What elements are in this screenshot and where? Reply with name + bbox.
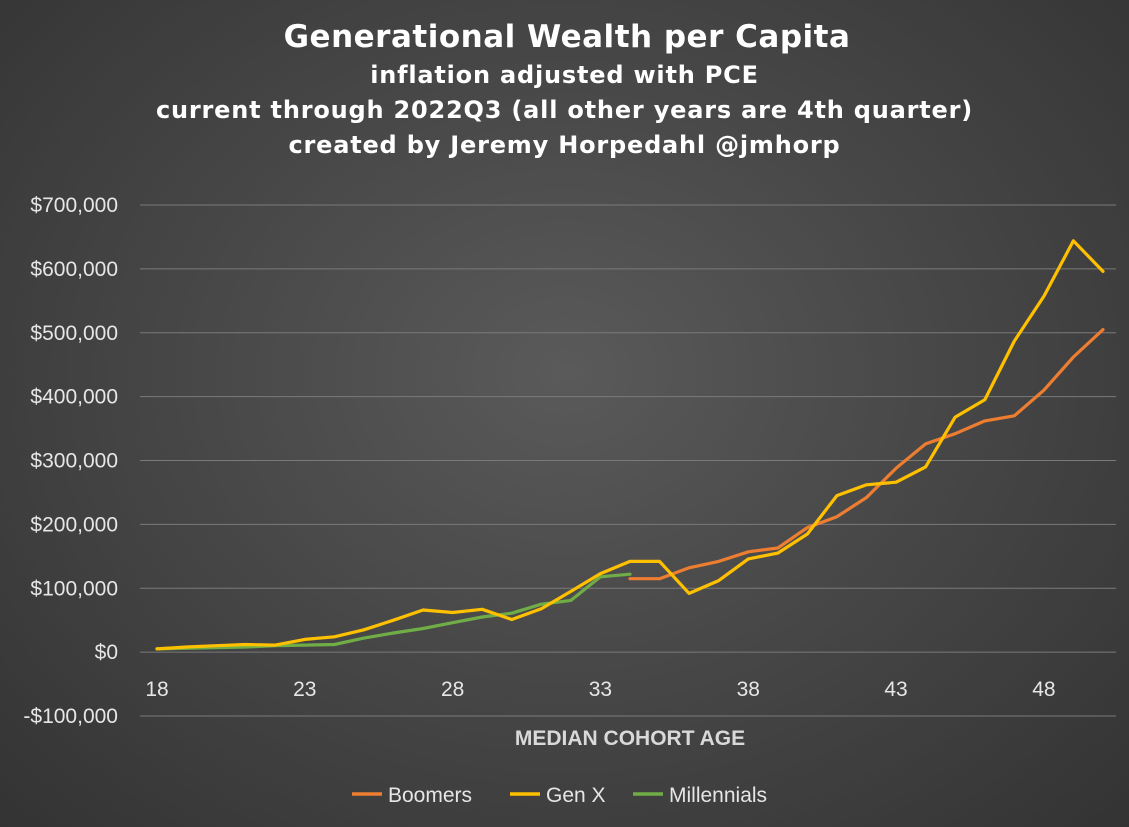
series-line-millennials	[155, 572, 632, 651]
series-layer	[155, 239, 1105, 651]
y-axis-ticks: -$100,000 $0 $100,000 $200,000 $300,000 $400,…	[23, 194, 118, 728]
chart-titles: Generational Wealth per Capita inflation…	[0, 16, 1129, 163]
x-tick-label: 33	[589, 678, 612, 701]
y-tick-label: $700,000	[30, 194, 118, 217]
y-tick-label: -$100,000	[23, 705, 118, 728]
y-tick-label: $300,000	[30, 450, 118, 473]
chart-subtitle-3: created by Jeremy Horpedahl @jmhorp	[288, 131, 841, 159]
legend-label: Millennials	[669, 784, 767, 807]
legend: Boomers Gen X Millennials	[352, 784, 767, 807]
x-tick-label: 38	[737, 678, 760, 701]
x-axis-label: MEDIAN COHORT AGE	[515, 727, 745, 750]
chart-subtitle-2: current through 2022Q3 (all other years …	[155, 96, 974, 124]
y-tick-label: $400,000	[30, 386, 118, 409]
x-tick-label: 48	[1032, 678, 1055, 701]
y-tick-label: $600,000	[30, 258, 118, 281]
series-line-boomers	[628, 328, 1105, 581]
y-tick-label: $500,000	[30, 322, 118, 345]
chart-subtitle-1: inflation adjusted with PCE	[370, 61, 759, 89]
y-tick-label: $0	[95, 641, 118, 664]
x-tick-label: 23	[293, 678, 316, 701]
chart-title: Generational Wealth per Capita	[283, 19, 851, 55]
y-tick-label: $200,000	[30, 513, 118, 536]
x-axis-ticks: 18 23 28 33 38 43 48	[145, 678, 1055, 701]
series-line-gen-x	[155, 239, 1105, 651]
x-tick-label: 18	[145, 678, 168, 701]
x-tick-label: 43	[884, 678, 907, 701]
y-tick-label: $100,000	[30, 577, 118, 600]
x-tick-label: 28	[441, 678, 464, 701]
legend-label: Boomers	[388, 784, 472, 807]
legend-label: Gen X	[546, 784, 606, 807]
grid-layer	[140, 204, 1116, 717]
